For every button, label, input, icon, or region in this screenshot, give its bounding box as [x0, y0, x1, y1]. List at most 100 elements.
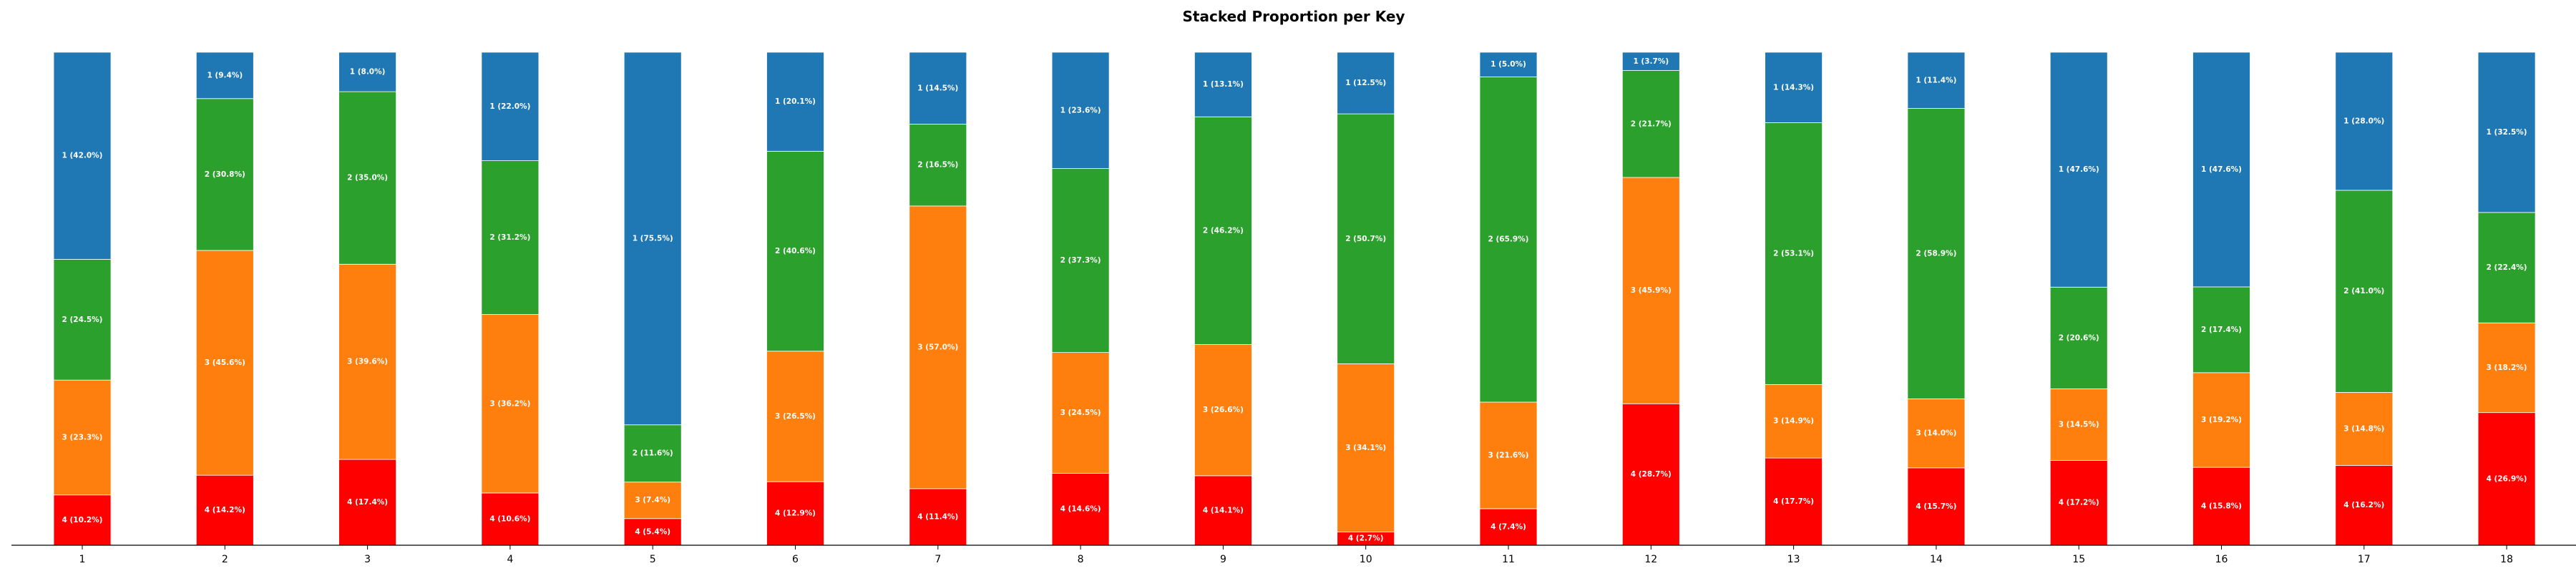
segment-label-key-8-series-1: 1 (23.6%)	[1060, 106, 1101, 114]
segment-label-key-6-series-1: 1 (20.1%)	[775, 97, 816, 106]
bar-segment-key-15-series-3	[2049, 388, 2108, 461]
segment-label-key-14-series-3: 3 (14.0%)	[1916, 429, 1956, 438]
bar-segment-key-11-series-4	[1479, 508, 1538, 546]
segment-label-key-16-series-1: 1 (47.6%)	[2201, 165, 2242, 174]
segment-label-key-8-series-3: 3 (24.5%)	[1060, 409, 1101, 417]
bar-segment-key-8-series-3	[1051, 352, 1110, 474]
bar-segment-key-2-series-2	[195, 98, 254, 251]
segment-label-key-13-series-3: 3 (14.9%)	[1773, 417, 1814, 426]
bar-segment-key-18-series-4	[2477, 412, 2536, 546]
segment-label-key-15-series-3: 3 (14.5%)	[2059, 420, 2099, 429]
segment-label-key-17-series-1: 1 (28.0%)	[2343, 117, 2384, 125]
bar-segment-key-1-series-1	[53, 52, 112, 260]
segment-label-key-17-series-2: 2 (41.0%)	[2343, 287, 2384, 296]
bar-segment-key-2-series-1	[195, 52, 254, 99]
x-tick-label-2: 2	[222, 554, 228, 565]
bar-segment-key-3-series-1	[338, 52, 397, 92]
segment-label-key-1-series-4: 4 (10.2%)	[62, 516, 103, 524]
bar-segment-key-12-series-4	[1621, 403, 1680, 546]
segment-label-key-12-series-2: 2 (21.7%)	[1631, 119, 1672, 128]
x-tick-label-4: 4	[507, 554, 513, 565]
segment-label-key-9-series-4: 4 (14.1%)	[1203, 506, 1244, 514]
bar-segment-key-8-series-1	[1051, 52, 1110, 170]
segment-label-key-11-series-2: 2 (65.9%)	[1488, 235, 1529, 244]
bar-segment-key-15-series-4	[2049, 459, 2108, 546]
segment-label-key-3-series-4: 4 (17.4%)	[347, 498, 388, 507]
segment-label-key-11-series-4: 4 (7.4%)	[1491, 522, 1526, 531]
segment-label-key-12-series-4: 4 (28.7%)	[1631, 470, 1672, 479]
segment-label-key-10-series-4: 4 (2.7%)	[1348, 534, 1384, 543]
bar-segment-key-5-series-1	[623, 52, 682, 426]
bar-segment-key-10-series-3	[1337, 363, 1395, 532]
bar-segment-key-6-series-1	[766, 52, 824, 152]
segment-label-key-8-series-4: 4 (14.6%)	[1060, 505, 1101, 514]
bar-segment-key-13-series-4	[1765, 457, 1823, 546]
segment-label-key-6-series-4: 4 (12.9%)	[775, 509, 816, 518]
bar-segment-key-5-series-4	[623, 518, 682, 546]
bar-segment-key-16-series-4	[2192, 467, 2250, 546]
x-tick-label-7: 7	[935, 554, 941, 565]
x-tick-label-11: 11	[1502, 554, 1515, 565]
segment-label-key-10-series-1: 1 (12.5%)	[1345, 79, 1386, 87]
bar-segment-key-17-series-3	[2335, 392, 2394, 466]
segment-labels-layer: 4 (10.2%) 3 (23.3%) 2 (24.5%) 1 (42.0%) 4 (1…	[62, 57, 2527, 543]
x-tick-label-10: 10	[1360, 554, 1372, 565]
segment-label-key-5-series-1: 1 (75.5%)	[633, 234, 673, 243]
bar-segment-key-3-series-3	[338, 263, 397, 460]
segment-label-key-5-series-3: 3 (7.4%)	[635, 496, 670, 504]
bar-segment-key-16-series-1	[2192, 52, 2250, 288]
bar-segment-key-7-series-2	[909, 124, 967, 207]
segment-label-key-18-series-1: 1 (32.5%)	[2487, 128, 2527, 137]
bar-segment-key-14-series-2	[1907, 108, 1966, 399]
bar-segment-key-13-series-2	[1765, 122, 1823, 385]
x-tick-label-1: 1	[79, 554, 86, 565]
segment-label-key-2-series-3: 3 (45.6%)	[205, 358, 245, 367]
segment-label-key-7-series-1: 1 (14.5%)	[917, 84, 958, 92]
x-tick-label-6: 6	[792, 554, 799, 565]
bar-segment-key-13-series-1	[1765, 52, 1823, 123]
segment-label-key-14-series-2: 2 (58.9%)	[1916, 249, 1956, 258]
x-tick-label-5: 5	[650, 554, 656, 565]
bar-segment-key-4-series-2	[481, 160, 540, 315]
bar-segment-key-12-series-1	[1621, 52, 1680, 71]
segment-label-key-4-series-3: 3 (36.2%)	[489, 399, 530, 408]
segment-label-key-6-series-3: 3 (26.5%)	[775, 412, 816, 421]
bar-segment-key-5-series-3	[623, 482, 682, 519]
bar-segment-key-16-series-2	[2192, 286, 2250, 374]
bar-segment-key-10-series-2	[1337, 113, 1395, 364]
bar-segment-key-9-series-1	[1194, 52, 1252, 117]
segment-label-key-7-series-3: 3 (57.0%)	[917, 343, 958, 351]
bar-segment-key-9-series-2	[1194, 116, 1252, 345]
segment-label-key-2-series-2: 2 (30.8%)	[205, 170, 245, 179]
x-tick-label-3: 3	[364, 554, 371, 565]
segment-label-key-4-series-2: 2 (31.2%)	[489, 233, 530, 242]
bar-segment-key-4-series-4	[481, 492, 540, 546]
x-tick-label-15: 15	[2072, 554, 2085, 565]
x-tick-label-18: 18	[2500, 554, 2513, 565]
bar-segment-key-6-series-2	[766, 150, 824, 352]
bar-segment-key-18-series-2	[2477, 212, 2536, 323]
bar-segment-key-1-series-4	[53, 494, 112, 546]
segment-label-key-14-series-1: 1 (11.4%)	[1916, 76, 1956, 84]
segment-label-key-17-series-3: 3 (14.8%)	[2343, 424, 2384, 433]
segment-label-key-3-series-1: 1 (8.0%)	[350, 68, 386, 77]
bar-segment-key-9-series-4	[1194, 475, 1252, 546]
segment-label-key-9-series-3: 3 (26.6%)	[1203, 406, 1244, 414]
segment-label-key-5-series-2: 2 (11.6%)	[633, 449, 673, 458]
segment-label-key-13-series-2: 2 (53.1%)	[1773, 249, 1814, 258]
segment-label-key-16-series-3: 3 (19.2%)	[2201, 416, 2242, 424]
segment-label-key-3-series-3: 3 (39.6%)	[347, 358, 388, 366]
bar-segment-key-16-series-3	[2192, 372, 2250, 468]
segment-label-key-13-series-1: 1 (14.3%)	[1773, 83, 1814, 92]
segment-label-key-12-series-3: 3 (45.9%)	[1631, 286, 1672, 295]
x-ticks-layer: 1 2 3 4 5 6 7 8 9 10 11 12 13 14 15 16 17 18	[79, 545, 2513, 565]
bar-segment-key-12-series-2	[1621, 70, 1680, 178]
segment-label-key-15-series-2: 2 (20.6%)	[2059, 333, 2099, 342]
segment-label-key-4-series-4: 4 (10.6%)	[489, 514, 530, 523]
bar-segment-key-14-series-4	[1907, 467, 1966, 546]
x-tick-label-14: 14	[1930, 554, 1943, 565]
segment-label-key-18-series-4: 4 (26.9%)	[2487, 474, 2527, 483]
segment-label-key-18-series-2: 2 (22.4%)	[2487, 263, 2527, 272]
